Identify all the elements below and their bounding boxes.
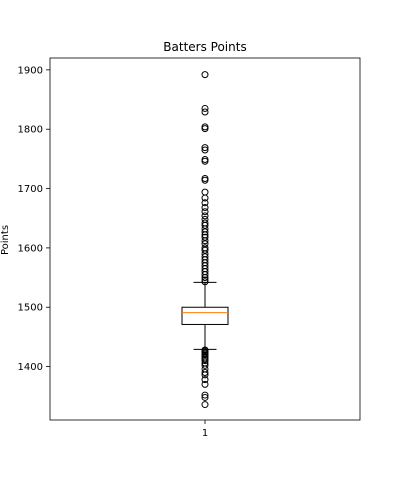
outlier-point: [201, 104, 209, 112]
y-tick-label: 1500: [18, 303, 43, 314]
outlier-point: [201, 391, 209, 399]
outlier-point: [201, 401, 209, 409]
outlier-point: [201, 228, 209, 236]
outlier-point: [201, 380, 209, 388]
plot-area: 1400 1500 1600 1700 1800 1900 1: [18, 57, 361, 439]
outlier-point: [201, 71, 209, 79]
iqr-box: [181, 306, 229, 325]
outlier-point: [201, 246, 209, 254]
outlier-point: [201, 155, 209, 163]
y-tick-label: 1800: [18, 125, 43, 136]
y-axis-label: Points: [0, 225, 11, 255]
outlier-point: [201, 233, 209, 241]
outlier-point: [201, 212, 209, 220]
outlier-point: [201, 174, 209, 182]
outlier-point: [201, 369, 209, 377]
y-tick-label: 1400: [18, 362, 43, 373]
y-tick-label: 1600: [18, 243, 43, 254]
outlier-point: [201, 361, 209, 369]
x-tick-label: 1: [202, 428, 208, 439]
outlier-point: [201, 215, 209, 223]
outlier-point: [201, 393, 209, 401]
outlier-point: [201, 108, 209, 116]
outlier-point: [201, 219, 209, 227]
y-tick-label: 1700: [18, 184, 43, 195]
outlier-point: [201, 144, 209, 152]
outlier-point: [201, 244, 209, 252]
outlier-point: [201, 240, 209, 248]
outlier-point: [201, 146, 209, 154]
outlier-point: [201, 123, 209, 131]
outlier-point: [201, 253, 209, 261]
outlier-point: [201, 188, 209, 196]
outlier-point: [201, 276, 209, 284]
outlier-point: [201, 199, 209, 207]
outlier-point: [201, 204, 209, 212]
outlier-point: [201, 208, 209, 216]
outlier-point: [201, 376, 209, 384]
outlier-point: [201, 346, 209, 354]
chart-title: Batters Points: [163, 40, 246, 54]
y-tick-label: 1900: [18, 65, 43, 76]
